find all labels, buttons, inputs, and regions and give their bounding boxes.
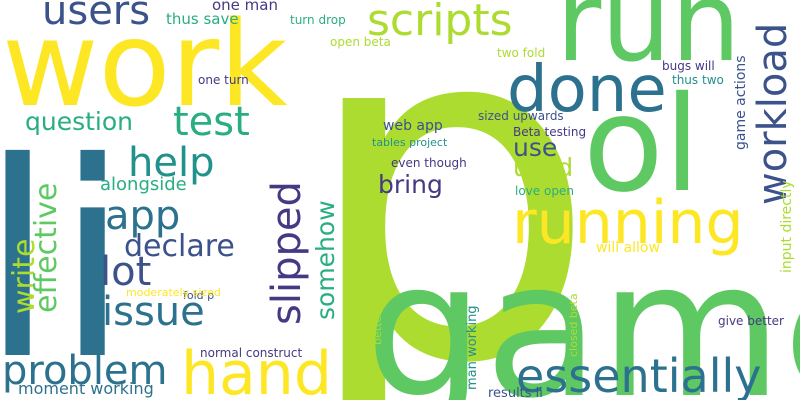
word-better-results: better results bbox=[371, 271, 384, 345]
word-write: write bbox=[7, 239, 42, 314]
word-ol: ol bbox=[583, 68, 700, 222]
word-essentially: essentially bbox=[516, 349, 761, 400]
word-used: used bbox=[513, 153, 573, 182]
word-game: game bbox=[365, 221, 800, 400]
word-users: users bbox=[42, 0, 150, 34]
word-test: test bbox=[173, 99, 250, 145]
word-moderately-sized: moderately sized bbox=[126, 286, 221, 299]
word-lot: lot bbox=[100, 249, 151, 295]
word-bring: bring bbox=[378, 170, 443, 199]
word-moment-working: moment working bbox=[18, 379, 154, 398]
word-thus-two: thus two bbox=[672, 73, 724, 87]
word-scripts: scripts bbox=[367, 0, 513, 46]
word-running: running bbox=[512, 188, 744, 258]
word-one-man: one man bbox=[212, 0, 278, 14]
word-will-allow: will allow bbox=[596, 240, 660, 256]
word-beta-testing: Beta testing bbox=[513, 125, 586, 139]
word-turn-drop: turn drop bbox=[290, 13, 346, 27]
word-two-fold: two fold bbox=[497, 46, 545, 60]
word-help: help bbox=[128, 140, 214, 186]
word-sized-upwards: sized upwards bbox=[478, 109, 564, 123]
word-li: li bbox=[0, 104, 130, 400]
word-alongside: alongside bbox=[100, 174, 187, 195]
word-use: use bbox=[513, 133, 557, 162]
word-question: question bbox=[25, 107, 133, 136]
word-declare: declare bbox=[124, 229, 235, 264]
word-slipped: slipped bbox=[264, 181, 310, 325]
word-app: app bbox=[105, 193, 180, 239]
word-work: work bbox=[2, 0, 288, 133]
word-p: p bbox=[300, 0, 598, 400]
word-done: done bbox=[507, 53, 667, 127]
word-man-working: man working bbox=[465, 305, 480, 390]
word-bugs-will: bugs will bbox=[662, 59, 715, 73]
word-game-actions: game actions bbox=[733, 55, 749, 150]
word-one-turn: one turn bbox=[198, 73, 249, 87]
word-closed-beta: closed beta bbox=[567, 293, 580, 357]
word-even-though: even though bbox=[391, 156, 467, 170]
word-somehow: somehow bbox=[311, 200, 340, 320]
word-love-open: love open bbox=[515, 184, 574, 198]
word-input-directly: input directly bbox=[779, 180, 795, 273]
word-open-beta: open beta bbox=[330, 35, 391, 49]
word-results-li: results li bbox=[488, 386, 543, 400]
word-fold-p: fold p bbox=[183, 289, 214, 302]
word-hand: hand bbox=[181, 339, 332, 400]
word-web-app: web app bbox=[383, 118, 443, 134]
word-effective: effective bbox=[29, 183, 64, 313]
word-tables-project: tables project bbox=[372, 136, 448, 149]
word-workload: workload bbox=[750, 23, 796, 205]
word-normal-construct: normal construct bbox=[200, 346, 303, 360]
word-problem: problem bbox=[2, 348, 168, 394]
word-give-better: give better bbox=[718, 314, 784, 328]
word-thus-save: thus save bbox=[166, 10, 239, 28]
word-run: run bbox=[556, 0, 741, 86]
word-issue: issue bbox=[102, 289, 205, 335]
